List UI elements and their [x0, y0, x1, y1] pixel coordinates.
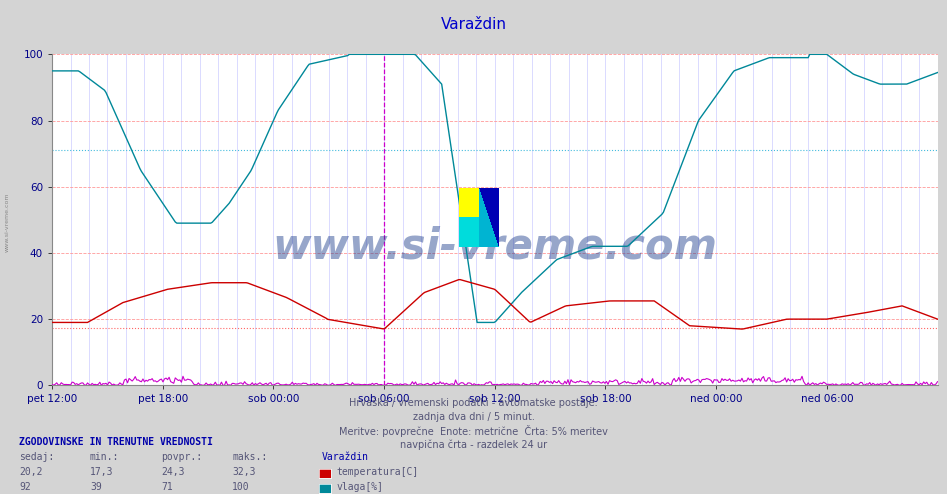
Text: 24,3: 24,3	[161, 467, 185, 477]
Text: www.si-vreme.com: www.si-vreme.com	[273, 225, 717, 267]
Text: 17,3: 17,3	[90, 467, 114, 477]
Text: zadnja dva dni / 5 minut.: zadnja dva dni / 5 minut.	[413, 412, 534, 421]
Text: temperatura[C]: temperatura[C]	[336, 467, 419, 477]
Text: Meritve: povprečne  Enote: metrične  Črta: 5% meritev: Meritve: povprečne Enote: metrične Črta:…	[339, 425, 608, 437]
Text: navpična črta - razdelek 24 ur: navpična črta - razdelek 24 ur	[400, 439, 547, 450]
Text: ZGODOVINSKE IN TRENUTNE VREDNOSTI: ZGODOVINSKE IN TRENUTNE VREDNOSTI	[19, 437, 213, 447]
Text: vlaga[%]: vlaga[%]	[336, 482, 384, 492]
Text: povpr.:: povpr.:	[161, 452, 202, 462]
Text: 71: 71	[161, 482, 172, 492]
Text: 100: 100	[232, 482, 250, 492]
Text: 92: 92	[19, 482, 30, 492]
Text: Varaždin: Varaždin	[322, 452, 369, 462]
Text: Hrvaška / vremenski podatki - avtomatske postaje.: Hrvaška / vremenski podatki - avtomatske…	[349, 398, 598, 408]
Text: 32,3: 32,3	[232, 467, 256, 477]
Text: 39: 39	[90, 482, 101, 492]
Text: Varaždin: Varaždin	[440, 17, 507, 32]
Text: www.si-vreme.com: www.si-vreme.com	[5, 193, 10, 252]
Text: 20,2: 20,2	[19, 467, 43, 477]
Text: sedaj:: sedaj:	[19, 452, 54, 462]
Text: maks.:: maks.:	[232, 452, 267, 462]
Text: min.:: min.:	[90, 452, 119, 462]
